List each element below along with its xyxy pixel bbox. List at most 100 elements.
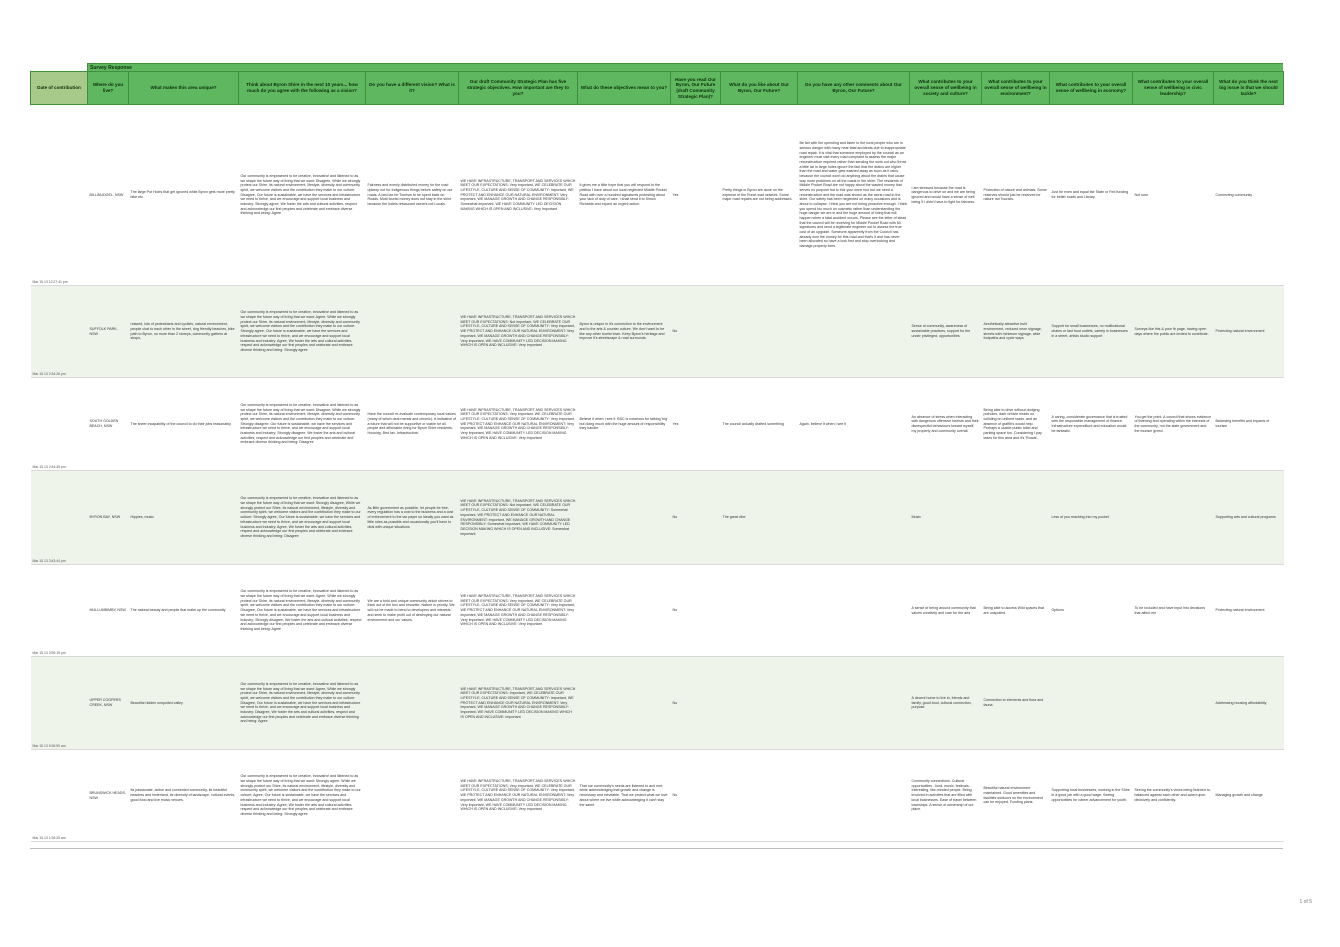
next-issue-cell: Addressing housing affordability	[1213, 656, 1284, 750]
page-number: 1 of 5	[1299, 899, 1312, 905]
live-cell: BRUNSWICK HEADS, NSW	[87, 749, 129, 842]
unique-cell: The natural beauty and people that make …	[128, 564, 239, 657]
col-header-read-plan: Have you read Our Byron, Our Future (dra…	[670, 71, 721, 105]
objectives-cell: WE HAVE INFRASTRUCTURE, TRANSPORT AND SE…	[458, 749, 578, 842]
like-cell	[720, 749, 798, 842]
wellbeing-civic-cell: Not sure	[1132, 104, 1214, 286]
vision-cell: Our community is empowered to be creativ…	[238, 285, 366, 378]
read-plan-cell: No	[670, 564, 721, 657]
objectives-cell: WE HAVE INFRASTRUCTURE, TRANSPORT AND SE…	[458, 656, 578, 750]
wellbeing-environment-cell: Aesthetically attractive built environme…	[981, 285, 1050, 378]
unique-cell: Its passionate, active and connected com…	[128, 749, 239, 842]
comments-cell	[797, 285, 910, 378]
objectives-cell: WE HAVE INFRASTRUCTURE, TRANSPORT AND SE…	[458, 470, 578, 565]
like-cell	[720, 285, 798, 378]
objectives-meaning-cell	[577, 470, 671, 565]
different-vision-cell: As little government as possible, let pe…	[365, 470, 459, 565]
col-header-objectives: Our draft Community Strategic Plan has f…	[458, 71, 578, 105]
page-bottom-rule	[30, 848, 1283, 849]
table-row: Mar 15 13 3:59:15 pm MULLUMBIMBY, NSW The …	[30, 564, 1284, 657]
comments-cell: Again, believe it when I see it	[797, 377, 910, 471]
wellbeing-civic-cell: To be included and have input into decis…	[1132, 564, 1214, 657]
col-header-wellbeing-economy: What contributes to your overall sense o…	[1049, 71, 1133, 105]
wellbeing-society-cell: A decent home to live in, friends and fa…	[909, 656, 982, 750]
different-vision-cell: Have the council re-evaluate contemporar…	[365, 377, 459, 471]
wellbeing-environment-cell: Being able to access Wild spaces that ar…	[981, 564, 1050, 657]
read-plan-cell: Yes	[670, 104, 721, 286]
wellbeing-society-cell: Community connections. Cultural opportun…	[909, 749, 982, 842]
date-cell: Mar 15 13 2:34:26 pm	[30, 285, 88, 378]
date-cell: Mar 15 13 2:44:45 pm	[30, 377, 88, 471]
read-plan-cell: No	[670, 656, 721, 750]
like-cell: The great vibe	[720, 470, 798, 565]
vision-cell: Our community is empowered to be creativ…	[238, 377, 366, 471]
live-cell: BILLINUDGEL, NSW	[87, 104, 129, 286]
wellbeing-environment-cell: Connection to elements and flora and fau…	[981, 656, 1050, 750]
objectives-meaning-cell: Byron is unique in it's connection to th…	[577, 285, 671, 378]
next-issue-cell: Balancing benefits and impacts of touris…	[1213, 377, 1284, 471]
live-cell: BYRON BAY, NSW	[87, 470, 129, 565]
col-header-unique: What makes this area unique?	[128, 71, 239, 105]
objectives-cell: WE HAVE INFRASTRUCTURE, TRANSPORT AND SE…	[458, 564, 578, 657]
wellbeing-economy-cell	[1049, 656, 1133, 750]
table-row: Mar 15 13 12:27:41 pm BILLINUDGEL, NSW The…	[30, 104, 1284, 286]
objectives-meaning-cell: That our community's needs are listened …	[577, 749, 671, 842]
date-cell: Mar 15 13 9:26:50 am	[30, 656, 88, 750]
table-body: Mar 15 13 12:27:41 pm BILLINUDGEL, NSW The…	[30, 104, 1284, 842]
wellbeing-economy-cell: Supporting local businesses, working in …	[1049, 749, 1133, 842]
wellbeing-civic-cell	[1132, 470, 1214, 565]
spreadsheet: Survey Response Date of contribution Whe…	[30, 63, 1284, 842]
unique-cell: Hippies, music	[128, 470, 239, 565]
objectives-cell: WE HAVE INFRASTRUCTURE, TRANSPORT AND SE…	[458, 377, 578, 471]
table-row: Mar 15 13 3:43:44 pm BYRON BAY, NSW Hippie…	[30, 470, 1284, 565]
column-header-row: Date of contribution Where do you live? …	[30, 71, 1284, 105]
different-vision-cell: Fairness and evenly distributed money fo…	[365, 104, 459, 286]
col-header-like: What do you like about Our Byron, Our Fu…	[720, 71, 798, 105]
comments-cell: Be fair with the spending and listen to …	[797, 104, 910, 286]
unique-cell: Beautiful hidden unspoiled valley	[128, 656, 239, 750]
wellbeing-society-cell: I am stressed because the road is danger…	[909, 104, 982, 286]
group-header-spacer	[30, 63, 87, 71]
comments-cell	[797, 470, 910, 565]
live-cell: UPPER COOPERS CREEK, NSW	[87, 656, 129, 750]
wellbeing-economy-cell: A caring, considerate governance that is…	[1049, 377, 1133, 471]
survey-table: Date of contribution Where do you live? …	[30, 71, 1284, 842]
objectives-meaning-cell	[577, 564, 671, 657]
date-cell: Mar 15 13 1:26:25 am	[30, 749, 88, 842]
comments-cell	[797, 564, 910, 657]
group-header-row: Survey Response	[30, 63, 1283, 71]
different-vision-cell	[365, 285, 459, 378]
table-row: Mar 15 13 2:34:26 pm SUFFOLK PARK, NSW rel…	[30, 285, 1284, 378]
objectives-cell: WE HAVE INFRASTRUCTURE, TRANSPORT AND SE…	[458, 104, 578, 286]
wellbeing-economy-cell: Options	[1049, 564, 1133, 657]
wellbeing-civic-cell	[1132, 656, 1214, 750]
read-plan-cell: No	[670, 470, 721, 565]
live-cell: MULLUMBIMBY, NSW	[87, 564, 129, 657]
like-cell	[720, 564, 798, 657]
next-issue-cell: Protecting natural environment	[1213, 564, 1284, 657]
objectives-meaning-cell	[577, 656, 671, 750]
next-issue-cell: Supporting arts and cultural programs	[1213, 470, 1284, 565]
col-header-live: Where do you live?	[87, 71, 129, 105]
next-issue-cell: Managing growth and change	[1213, 749, 1284, 842]
different-vision-cell: We are a bold and unique community which…	[365, 564, 459, 657]
read-plan-cell: No	[670, 749, 721, 842]
wellbeing-society-cell: A sense of being around community that v…	[909, 564, 982, 657]
col-header-vision: Think about Byron Shire in the next 10 y…	[238, 71, 366, 105]
wellbeing-society-cell: An absence of stress when interacting wi…	[909, 377, 982, 471]
wellbeing-environment-cell: Protection of nature and animals. Some r…	[981, 104, 1050, 286]
objectives-cell: WE HAVE INFRASTRUCTURE, TRANSPORT AND SE…	[458, 285, 578, 378]
table-row: Mar 15 13 9:26:50 am UPPER COOPERS CREEK,…	[30, 656, 1284, 750]
wellbeing-environment-cell	[981, 470, 1050, 565]
col-header-wellbeing-environment: What contributes to your overall sense o…	[981, 71, 1050, 105]
comments-cell	[797, 656, 910, 750]
col-header-date: Date of contribution	[30, 71, 88, 105]
wellbeing-society-cell: Sense of community, awareness of sustain…	[909, 285, 982, 378]
date-cell: Mar 15 13 3:43:44 pm	[30, 470, 88, 565]
like-cell	[720, 656, 798, 750]
vision-cell: Our community is empowered to be creativ…	[238, 564, 366, 657]
read-plan-cell: Yes	[670, 377, 721, 471]
different-vision-cell	[365, 749, 459, 842]
wellbeing-environment-cell: Being able to drive without dodging poth…	[981, 377, 1050, 471]
wellbeing-economy-cell: Just be even and equal fair State or Fed…	[1049, 104, 1133, 286]
